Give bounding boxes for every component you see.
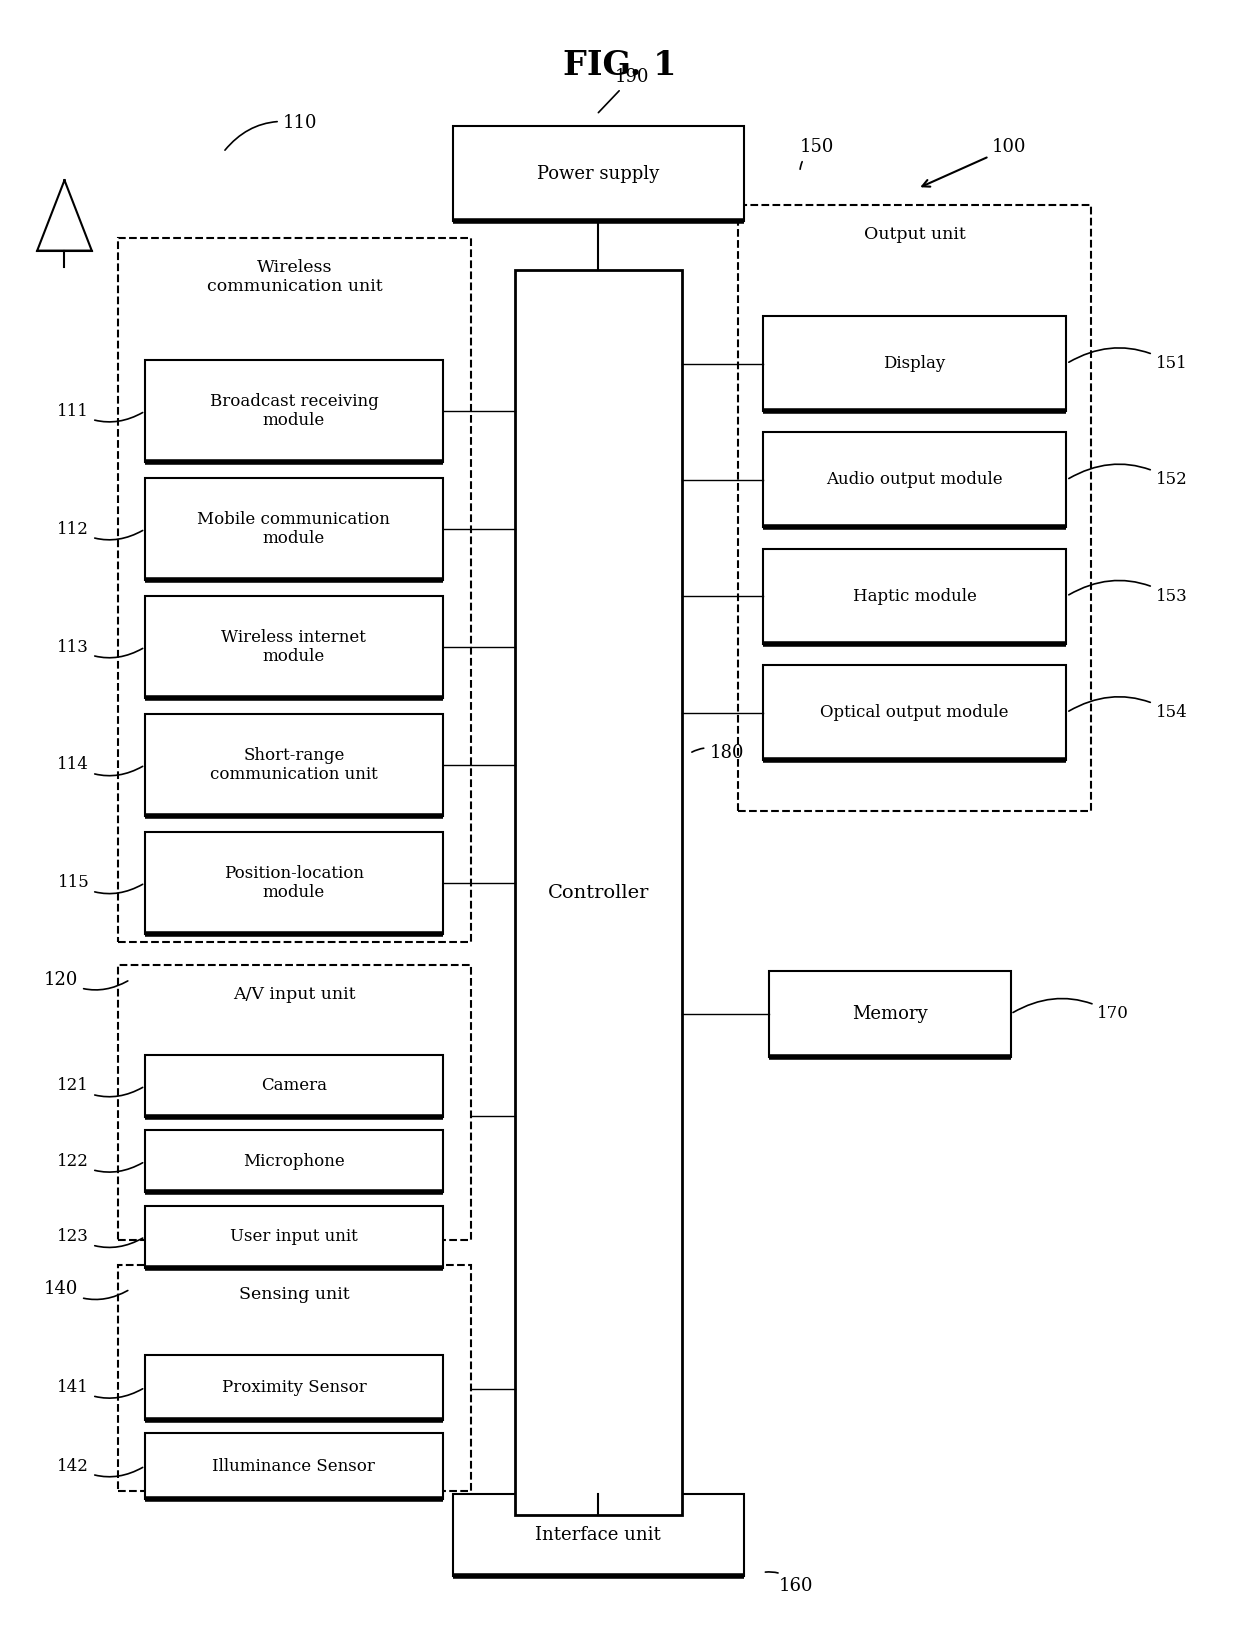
Bar [769, 971, 1011, 1057]
Bar [145, 1355, 443, 1420]
Bar [118, 1265, 471, 1491]
Text: Audio output module: Audio output module [826, 472, 1003, 488]
Bar [118, 238, 471, 942]
Text: 154: 154 [1069, 696, 1188, 721]
Text: Microphone: Microphone [243, 1153, 345, 1170]
Text: Position-location
module: Position-location module [224, 865, 363, 901]
Text: 112: 112 [57, 521, 143, 541]
Text: Illuminance Sensor: Illuminance Sensor [212, 1458, 376, 1474]
Text: Display: Display [883, 355, 946, 372]
Bar [145, 1130, 443, 1192]
Bar [738, 205, 1091, 811]
Text: Optical output module: Optical output module [820, 704, 1009, 721]
Text: Wireless
communication unit: Wireless communication unit [207, 259, 382, 295]
Text: 110: 110 [224, 115, 317, 151]
Text: 114: 114 [57, 757, 143, 776]
Text: 140: 140 [43, 1281, 128, 1299]
Bar [453, 1494, 744, 1576]
Text: 121: 121 [57, 1078, 143, 1097]
Bar [145, 596, 443, 698]
Text: 142: 142 [57, 1458, 143, 1477]
Text: Short-range
communication unit: Short-range communication unit [210, 747, 378, 783]
Text: 190: 190 [599, 69, 650, 113]
Text: 100: 100 [923, 139, 1027, 187]
Text: A/V input unit: A/V input unit [233, 986, 356, 1002]
Text: FIG. 1: FIG. 1 [563, 49, 677, 82]
Text: 180: 180 [692, 745, 744, 762]
Bar [515, 270, 682, 1515]
Text: Memory: Memory [852, 1006, 928, 1022]
Text: 120: 120 [43, 971, 128, 989]
Text: Power supply: Power supply [537, 165, 660, 182]
Text: User input unit: User input unit [229, 1228, 358, 1245]
Text: 153: 153 [1069, 580, 1188, 604]
Text: Sensing unit: Sensing unit [239, 1286, 350, 1302]
Bar [145, 360, 443, 462]
Text: Camera: Camera [260, 1078, 327, 1094]
Text: 123: 123 [57, 1228, 143, 1248]
Text: 151: 151 [1069, 347, 1188, 372]
Text: 160: 160 [765, 1572, 813, 1594]
Bar [763, 665, 1066, 760]
Bar [145, 478, 443, 580]
Bar [145, 1206, 443, 1268]
Text: Interface unit: Interface unit [536, 1527, 661, 1543]
Bar [118, 965, 471, 1240]
Text: Broadcast receiving
module: Broadcast receiving module [210, 393, 378, 429]
Text: Output unit: Output unit [863, 226, 966, 242]
Bar [763, 316, 1066, 411]
Bar [145, 1055, 443, 1117]
Text: Proximity Sensor: Proximity Sensor [222, 1379, 366, 1396]
Bar [763, 432, 1066, 527]
Bar [145, 1433, 443, 1499]
Bar [145, 832, 443, 934]
Bar [763, 549, 1066, 644]
Text: 141: 141 [57, 1379, 143, 1399]
Text: 122: 122 [57, 1153, 143, 1173]
Text: Wireless internet
module: Wireless internet module [222, 629, 366, 665]
Text: Mobile communication
module: Mobile communication module [197, 511, 391, 547]
Text: Haptic module: Haptic module [853, 588, 976, 604]
Text: 111: 111 [57, 403, 143, 423]
Text: 113: 113 [57, 639, 143, 658]
Text: 115: 115 [57, 875, 143, 894]
Bar [145, 714, 443, 816]
Text: 170: 170 [1013, 999, 1130, 1022]
Text: Controller: Controller [548, 885, 649, 901]
Text: 152: 152 [1069, 464, 1188, 488]
Bar [453, 126, 744, 221]
Text: 150: 150 [800, 139, 835, 169]
